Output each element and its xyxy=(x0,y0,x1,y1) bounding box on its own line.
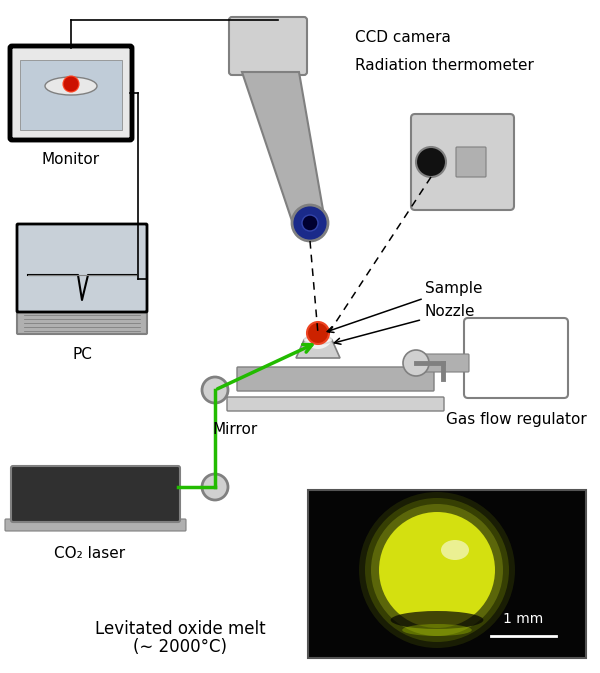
Circle shape xyxy=(302,317,334,349)
Circle shape xyxy=(379,512,495,628)
Ellipse shape xyxy=(304,336,332,344)
FancyBboxPatch shape xyxy=(411,114,514,210)
Text: Sample: Sample xyxy=(327,281,482,332)
Ellipse shape xyxy=(45,77,97,95)
Text: Mirror: Mirror xyxy=(212,422,257,437)
Polygon shape xyxy=(296,340,340,358)
Circle shape xyxy=(292,205,328,241)
Circle shape xyxy=(371,504,503,636)
Polygon shape xyxy=(242,72,326,227)
FancyBboxPatch shape xyxy=(227,397,444,411)
Circle shape xyxy=(403,350,429,376)
Text: (∼ 2000°C): (∼ 2000°C) xyxy=(133,638,227,656)
Circle shape xyxy=(63,76,79,92)
Ellipse shape xyxy=(202,377,228,403)
FancyBboxPatch shape xyxy=(456,147,486,177)
Circle shape xyxy=(302,215,318,231)
Text: Radiation thermometer: Radiation thermometer xyxy=(355,57,534,73)
Ellipse shape xyxy=(202,474,228,500)
FancyBboxPatch shape xyxy=(11,466,180,522)
FancyBboxPatch shape xyxy=(464,318,568,398)
Ellipse shape xyxy=(402,624,472,636)
FancyBboxPatch shape xyxy=(308,490,586,658)
Text: Levitated oxide melt: Levitated oxide melt xyxy=(95,620,265,638)
Text: Nozzle: Nozzle xyxy=(334,304,476,344)
FancyBboxPatch shape xyxy=(419,354,469,372)
Circle shape xyxy=(365,498,509,642)
Ellipse shape xyxy=(441,540,469,560)
FancyBboxPatch shape xyxy=(17,312,147,334)
Circle shape xyxy=(307,322,329,344)
Text: Monitor: Monitor xyxy=(42,152,100,167)
FancyBboxPatch shape xyxy=(10,46,132,140)
FancyBboxPatch shape xyxy=(237,367,434,391)
Text: PC: PC xyxy=(72,347,92,362)
Ellipse shape xyxy=(391,611,484,629)
FancyBboxPatch shape xyxy=(17,224,147,312)
Text: CCD camera: CCD camera xyxy=(355,30,451,46)
FancyBboxPatch shape xyxy=(20,60,122,130)
FancyBboxPatch shape xyxy=(229,17,307,75)
Text: Gas flow regulator: Gas flow regulator xyxy=(446,412,586,427)
Text: CO₂ laser: CO₂ laser xyxy=(55,546,125,561)
Circle shape xyxy=(416,147,446,177)
Text: 1 mm: 1 mm xyxy=(503,612,543,626)
FancyBboxPatch shape xyxy=(5,519,186,531)
Circle shape xyxy=(359,492,515,648)
